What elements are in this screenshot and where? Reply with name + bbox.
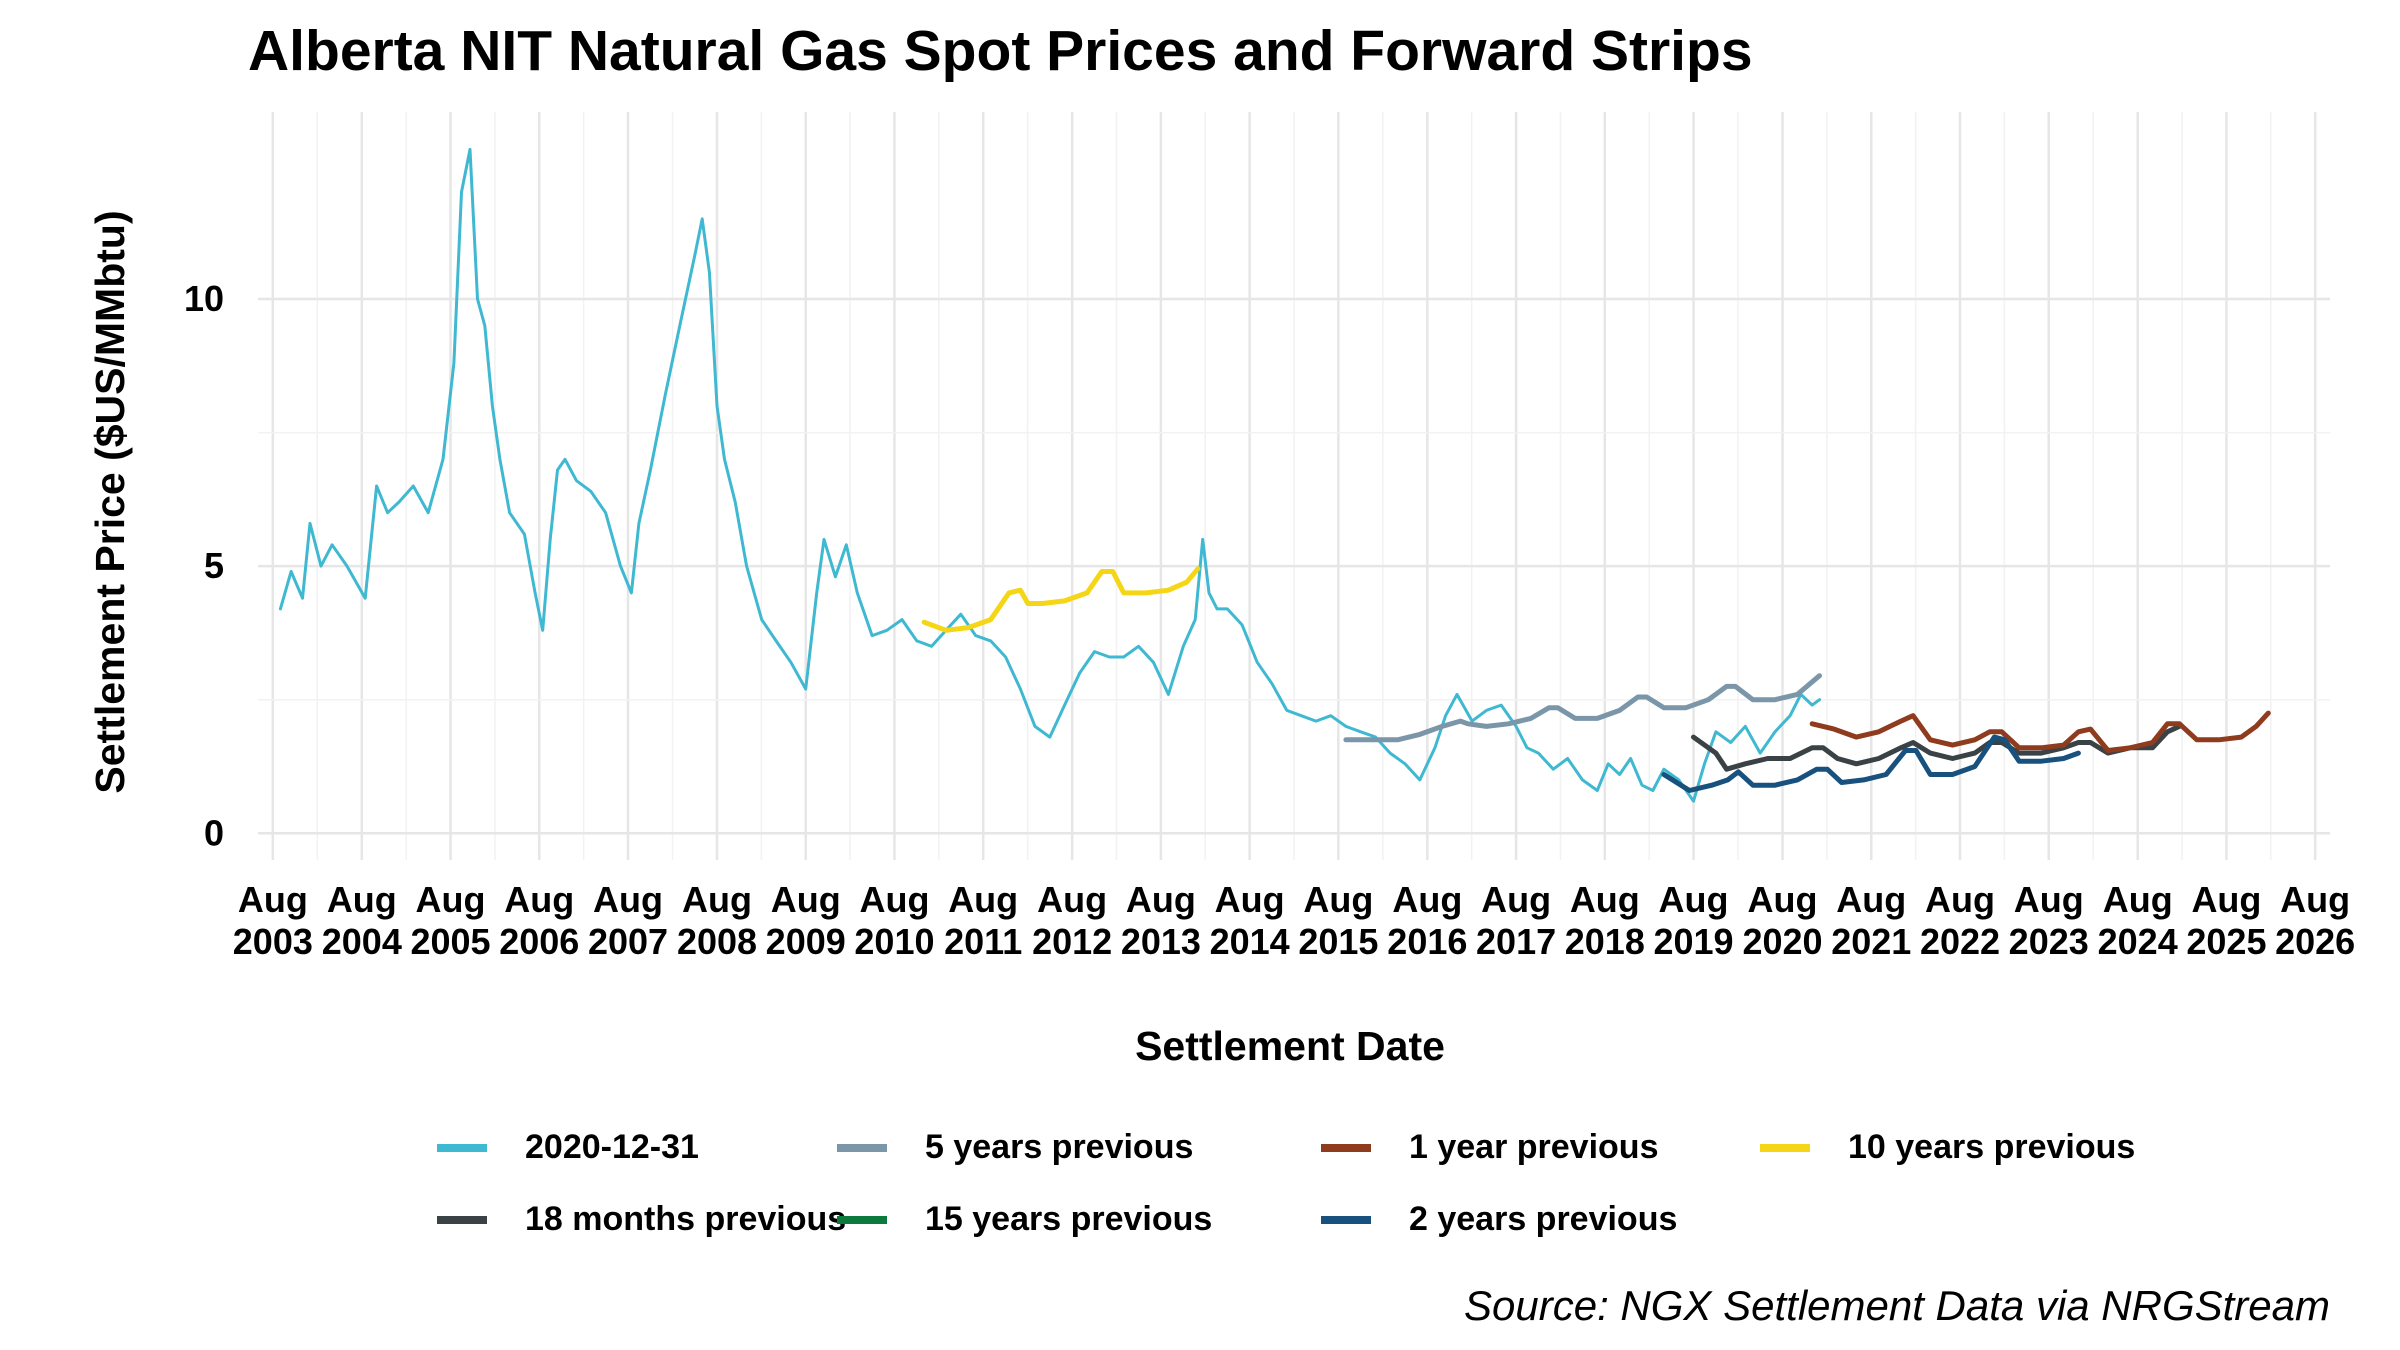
x-tick-label: Aug 2013 [1121, 879, 1201, 962]
legend-label: 1 year previous [1409, 1128, 1659, 1166]
legend-swatch [437, 1215, 487, 1224]
x-tick-label: Aug 2007 [588, 879, 668, 962]
x-tick-label: Aug 2022 [1920, 879, 2000, 962]
x-tick-label: Aug 2010 [854, 879, 934, 962]
legend-item: 1 year previous [1321, 1128, 1658, 1167]
x-tick-label: Aug 2023 [2009, 879, 2089, 962]
x-tick-label: Aug 2005 [410, 879, 490, 962]
source-note: Source: NGX Settlement Data via NRGStrea… [1464, 1282, 2330, 1329]
series-line-5-years-previous [1343, 673, 1822, 743]
series-line-10-years-previous [921, 566, 1201, 633]
y-tick-label: 0 [204, 812, 224, 853]
grid [258, 112, 2330, 860]
legend-swatch [437, 1143, 487, 1152]
legend-swatch [1321, 1215, 1371, 1224]
x-tick-label: Aug 2019 [1653, 879, 1733, 962]
legend-label: 10 years previous [1848, 1128, 2136, 1166]
x-tick-label: Aug 2020 [1742, 879, 1822, 962]
x-tick-label: Aug 2021 [1831, 879, 1911, 962]
chart-title: Alberta NIT Natural Gas Spot Prices and … [248, 19, 1753, 83]
x-tick-label: Aug 2015 [1298, 879, 1378, 962]
legend-label: 15 years previous [925, 1200, 1213, 1238]
legend-item: 2 years previous [1321, 1200, 1677, 1239]
legend-label: 5 years previous [925, 1128, 1194, 1166]
legend-swatch [1760, 1143, 1810, 1152]
x-tick-label: Aug 2003 [233, 879, 313, 962]
legend-swatch [1321, 1143, 1371, 1152]
series-line-2-years-previous [1661, 734, 2081, 793]
legend-item: 10 years previous [1760, 1128, 2135, 1167]
series-line-2020-12-31 [278, 147, 1821, 803]
legend: 2020-12-31 18 months previous 5 years prev… [437, 1128, 2297, 1278]
x-tick-label: Aug 2026 [2275, 879, 2355, 962]
x-tick-label: Aug 2018 [1565, 879, 1645, 962]
y-tick-label: 5 [204, 545, 224, 586]
legend-item: 15 years previous [837, 1200, 1212, 1239]
legend-item: 18 months previous [437, 1200, 846, 1239]
x-tick-label: Aug 2008 [677, 879, 757, 962]
y-axis-ticks: 0 5 10 [184, 278, 224, 853]
x-tick-label: Aug 2006 [499, 879, 579, 962]
x-axis-title: Settlement Date [1135, 1023, 1445, 1069]
x-tick-label: Aug 2014 [1210, 879, 1290, 962]
legend-item: 5 years previous [837, 1128, 1193, 1167]
legend-swatch [837, 1215, 887, 1224]
series-line-1-year-previous [1809, 710, 2271, 753]
legend-label: 2 years previous [1409, 1200, 1678, 1238]
y-axis-title: Settlement Price ($US/MMbtu) [87, 210, 133, 793]
x-tick-label: Aug 2004 [322, 879, 402, 962]
x-tick-label: Aug 2016 [1387, 879, 1467, 962]
x-tick-label: Aug 2025 [2186, 879, 2266, 962]
x-tick-label: Aug 2009 [766, 879, 846, 962]
x-tick-label: Aug 2024 [2098, 879, 2178, 962]
x-tick-label: Aug 2017 [1476, 879, 1556, 962]
x-tick-label: Aug 2011 [944, 879, 1022, 962]
y-tick-label: 10 [184, 278, 224, 319]
series-lines [278, 147, 2271, 803]
legend-label: 2020-12-31 [525, 1128, 699, 1166]
legend-label: 18 months previous [525, 1200, 847, 1238]
legend-swatch [837, 1143, 887, 1152]
legend-item: 2020-12-31 [437, 1128, 699, 1167]
x-tick-label: Aug 2012 [1032, 879, 1112, 962]
series-line-18-months-previous [1691, 723, 2182, 772]
